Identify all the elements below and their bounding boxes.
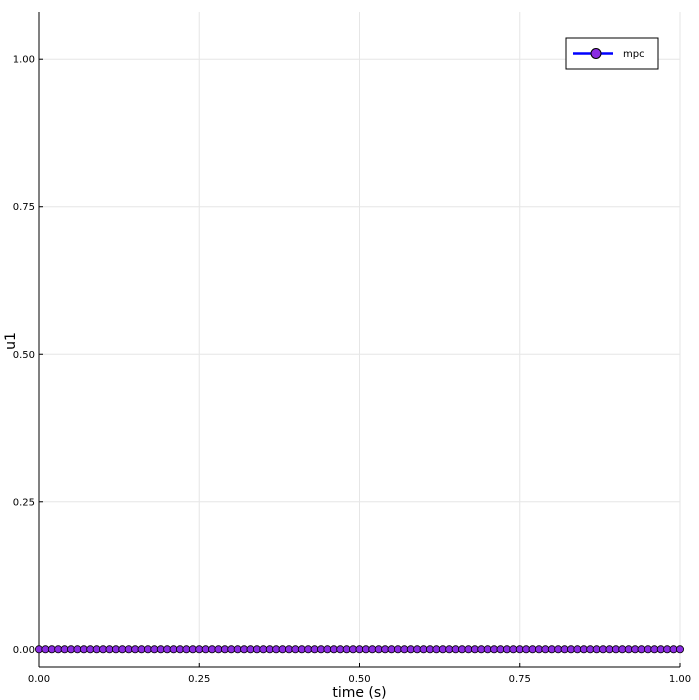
- y-tick-label: 0.25: [13, 497, 35, 508]
- x-tick-label: 0.50: [348, 674, 370, 685]
- x-tick-label: 0.00: [28, 674, 50, 685]
- x-ticks: 0.00 0.25 0.50 0.75 1.00: [28, 663, 691, 685]
- y-axis-title: u1: [3, 332, 19, 350]
- legend: mpc: [565, 37, 659, 70]
- x-tick-label: 0.25: [188, 674, 210, 685]
- grid: [38, 12, 681, 667]
- x-tick-label: 1.00: [669, 674, 691, 685]
- legend-marker-swatch: [590, 48, 602, 59]
- data-point: [676, 645, 685, 654]
- x-axis-title: time (s): [332, 685, 386, 700]
- y-tick-label: 0.75: [13, 202, 35, 213]
- y-tick-label: 1.00: [13, 55, 35, 66]
- legend-label: mpc: [623, 49, 645, 60]
- y-tick-label: 0.00: [13, 645, 35, 656]
- series-mpc: [35, 645, 685, 654]
- y-tick-label: 0.50: [13, 350, 35, 361]
- x-tick-label: 0.75: [509, 674, 531, 685]
- y-ticks: 0.00 0.25 0.50 0.75 1.00: [13, 55, 43, 656]
